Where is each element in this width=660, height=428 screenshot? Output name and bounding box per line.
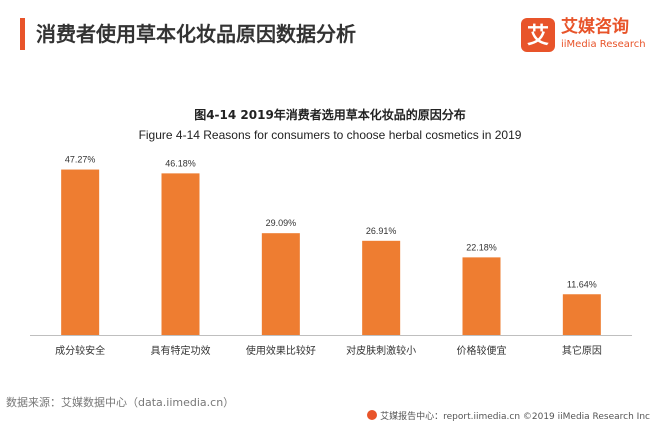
brand-logo-block: 艾 艾媒咨询 iiMedia Research <box>521 16 651 56</box>
x-tick-label: 成分较安全 <box>55 344 105 357</box>
chart-subtitle: Figure 4-14 Reasons for consumers to cho… <box>138 128 522 142</box>
bar-value-label: 22.18% <box>466 242 497 252</box>
bar-value-label: 47.27% <box>65 155 96 165</box>
bar <box>462 257 501 335</box>
svg-text:艾: 艾 <box>527 24 549 49</box>
bar-value-label: 11.64% <box>567 279 597 289</box>
bar <box>61 169 100 335</box>
bar-value-label: 26.91% <box>366 226 397 236</box>
copyright-text: 艾媒报告中心：report.iimedia.cn ©2019 iiMedia R… <box>380 412 650 422</box>
x-tick-label: 价格较便宜 <box>457 344 507 357</box>
chart-title: 图4-14 2019年消费者选用草本化妆品的原因分布 <box>194 108 466 122</box>
bar <box>161 173 200 335</box>
title-accent-bar <box>20 18 25 50</box>
x-tick-label: 对皮肤刺激较小 <box>346 344 416 357</box>
footer-copyright: 艾媒报告中心：report.iimedia.cn ©2019 iiMedia R… <box>367 410 650 423</box>
bar-value-label: 29.09% <box>266 218 297 228</box>
bar <box>362 240 401 335</box>
x-tick-label: 具有特定功效 <box>151 344 211 357</box>
page-title: 消费者使用草本化妆品原因数据分析 <box>36 22 356 46</box>
x-tick-label: 使用效果比较好 <box>246 344 316 357</box>
x-tick-label: 其它原因 <box>562 344 602 357</box>
bar <box>562 294 601 335</box>
iimedia-footer-icon <box>367 410 378 420</box>
data-source-note: 数据来源：艾媒数据中心（data.iimedia.cn） <box>6 396 235 409</box>
brand-subtitle: iiMedia Research <box>561 39 646 50</box>
brand-name: 艾媒咨询 <box>561 17 629 37</box>
iimedia-logo-icon: 艾 <box>521 18 555 52</box>
bar <box>261 233 300 335</box>
bar-value-label: 46.18% <box>165 158 196 168</box>
